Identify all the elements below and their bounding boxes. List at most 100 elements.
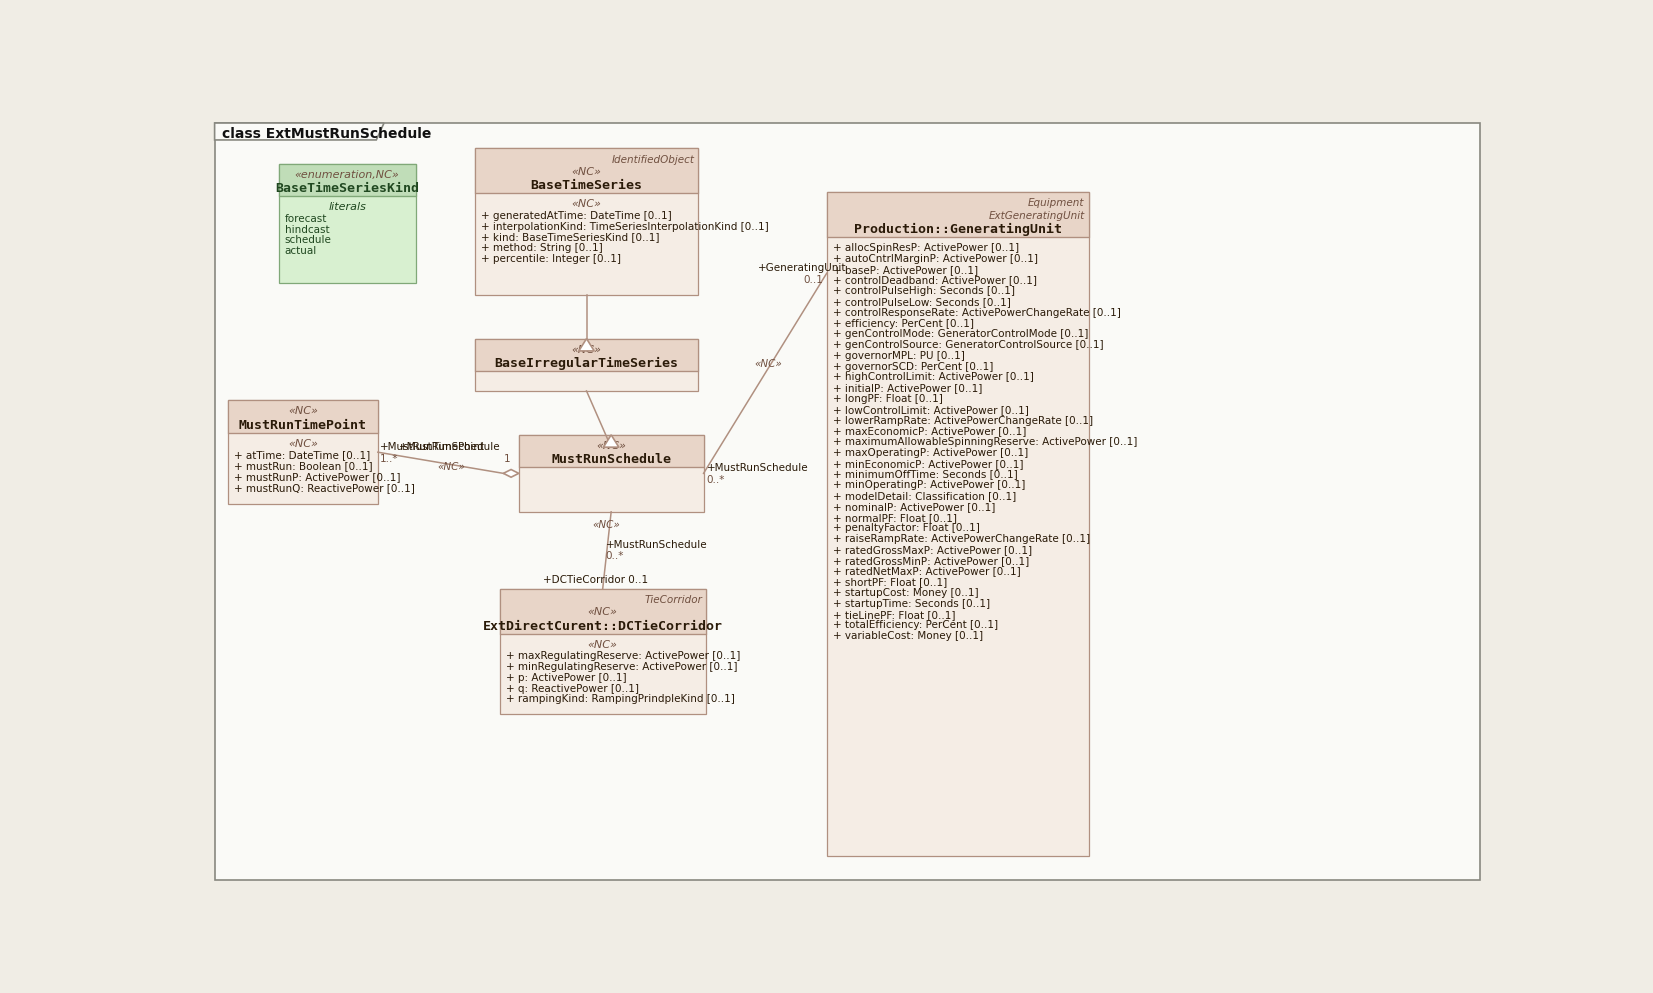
Text: BaseTimeSeries: BaseTimeSeries <box>531 179 643 193</box>
Text: +MustRunSchedule: +MustRunSchedule <box>706 464 808 474</box>
Text: +MustRunSchedule: +MustRunSchedule <box>400 442 501 452</box>
FancyBboxPatch shape <box>228 400 379 504</box>
Text: + ratedNetMaxP: ActivePower [0..1]: + ratedNetMaxP: ActivePower [0..1] <box>833 567 1020 577</box>
Text: + shortPF: Float [0..1]: + shortPF: Float [0..1] <box>833 577 947 587</box>
Polygon shape <box>504 470 519 478</box>
Text: literals: literals <box>327 203 365 213</box>
Text: + tieLinePF: Float [0..1]: + tieLinePF: Float [0..1] <box>833 610 955 620</box>
Text: + modelDetail: Classification [0..1]: + modelDetail: Classification [0..1] <box>833 492 1017 501</box>
Text: «NC»: «NC» <box>288 439 317 449</box>
Text: + totalEfficiency: PerCent [0..1]: + totalEfficiency: PerCent [0..1] <box>833 621 998 631</box>
FancyBboxPatch shape <box>215 123 1479 880</box>
Text: «NC»: «NC» <box>593 519 620 529</box>
Text: + governorSCD: PerCent [0..1]: + governorSCD: PerCent [0..1] <box>833 361 993 371</box>
Text: + efficiency: PerCent [0..1]: + efficiency: PerCent [0..1] <box>833 319 974 329</box>
FancyBboxPatch shape <box>474 148 698 295</box>
FancyBboxPatch shape <box>826 193 1089 237</box>
Text: + method: String [0..1]: + method: String [0..1] <box>481 243 603 253</box>
Text: +MustRunSchedule: +MustRunSchedule <box>605 539 707 549</box>
Text: + kind: BaseTimeSeriesKind [0..1]: + kind: BaseTimeSeriesKind [0..1] <box>481 232 660 242</box>
FancyBboxPatch shape <box>474 339 698 391</box>
Text: + startupCost: Money [0..1]: + startupCost: Money [0..1] <box>833 588 979 598</box>
Text: «NC»: «NC» <box>754 359 782 369</box>
Text: + normalPF: Float [0..1]: + normalPF: Float [0..1] <box>833 512 957 522</box>
FancyBboxPatch shape <box>474 339 698 371</box>
Text: + allocSpinResP: ActivePower [0..1]: + allocSpinResP: ActivePower [0..1] <box>833 243 1018 253</box>
Text: ExtDirectCurent::DCTieCorridor: ExtDirectCurent::DCTieCorridor <box>483 620 722 633</box>
Text: + controlDeadband: ActivePower [0..1]: + controlDeadband: ActivePower [0..1] <box>833 275 1036 285</box>
Text: MustRunTimePoint: MustRunTimePoint <box>238 419 367 432</box>
Text: ExtGeneratingUnit: ExtGeneratingUnit <box>988 211 1084 220</box>
Text: + mustRun: Boolean [0..1]: + mustRun: Boolean [0..1] <box>233 461 372 471</box>
Text: «NC»: «NC» <box>588 608 618 618</box>
Text: 0..*: 0..* <box>706 475 726 485</box>
Text: class ExtMustRunSchedule: class ExtMustRunSchedule <box>222 127 431 141</box>
Text: + percentile: Integer [0..1]: + percentile: Integer [0..1] <box>481 254 622 264</box>
Text: 0..1: 0..1 <box>803 275 823 285</box>
Polygon shape <box>603 435 618 447</box>
Text: + maximumAllowableSpinningReserve: ActivePower [0..1]: + maximumAllowableSpinningReserve: Activ… <box>833 437 1137 447</box>
Text: «NC»: «NC» <box>572 167 602 177</box>
Text: + minimumOffTime: Seconds [0..1]: + minimumOffTime: Seconds [0..1] <box>833 470 1018 480</box>
Text: 0..*: 0..* <box>605 551 625 561</box>
Text: + maxEconomicP: ActivePower [0..1]: + maxEconomicP: ActivePower [0..1] <box>833 426 1027 436</box>
Text: + ratedGrossMinP: ActivePower [0..1]: + ratedGrossMinP: ActivePower [0..1] <box>833 556 1030 566</box>
Text: + controlPulseLow: Seconds [0..1]: + controlPulseLow: Seconds [0..1] <box>833 297 1010 307</box>
Polygon shape <box>579 339 593 351</box>
Text: forecast: forecast <box>284 213 327 223</box>
Text: + penaltyFactor: Float [0..1]: + penaltyFactor: Float [0..1] <box>833 523 980 533</box>
Text: + lowerRampRate: ActivePowerChangeRate [0..1]: + lowerRampRate: ActivePowerChangeRate [… <box>833 416 1093 426</box>
Text: BaseIrregularTimeSeries: BaseIrregularTimeSeries <box>494 357 678 370</box>
Text: + initialP: ActivePower [0..1]: + initialP: ActivePower [0..1] <box>833 383 982 393</box>
Text: +GeneratingUnit: +GeneratingUnit <box>757 263 846 273</box>
Text: MustRunSchedule: MustRunSchedule <box>550 454 671 467</box>
Text: «enumeration,NC»: «enumeration,NC» <box>294 170 400 180</box>
Text: TieCorridor: TieCorridor <box>645 595 703 605</box>
Text: «NC»: «NC» <box>438 462 464 473</box>
Text: + genControlMode: GeneratorControlMode [0..1]: + genControlMode: GeneratorControlMode [… <box>833 330 1088 340</box>
Polygon shape <box>215 123 383 140</box>
Text: + generatedAtTime: DateTime [0..1]: + generatedAtTime: DateTime [0..1] <box>481 211 671 220</box>
Text: +MustRunTimePoint: +MustRunTimePoint <box>380 442 486 452</box>
Text: + raiseRampRate: ActivePowerChangeRate [0..1]: + raiseRampRate: ActivePowerChangeRate [… <box>833 534 1089 544</box>
Text: IdentifiedObject: IdentifiedObject <box>612 155 694 165</box>
Text: + startupTime: Seconds [0..1]: + startupTime: Seconds [0..1] <box>833 599 990 609</box>
FancyBboxPatch shape <box>826 193 1089 856</box>
FancyBboxPatch shape <box>519 435 704 511</box>
Text: + atTime: DateTime [0..1]: + atTime: DateTime [0..1] <box>233 450 370 461</box>
Text: BaseTimeSeriesKind: BaseTimeSeriesKind <box>274 183 420 196</box>
Text: + highControlLimit: ActivePower [0..1]: + highControlLimit: ActivePower [0..1] <box>833 372 1033 382</box>
Text: +DCTieCorridor 0..1: +DCTieCorridor 0..1 <box>542 575 648 585</box>
Text: + ratedGrossMaxP: ActivePower [0..1]: + ratedGrossMaxP: ActivePower [0..1] <box>833 545 1031 555</box>
Text: + autoCntrlMarginP: ActivePower [0..1]: + autoCntrlMarginP: ActivePower [0..1] <box>833 254 1038 264</box>
Text: + variableCost: Money [0..1]: + variableCost: Money [0..1] <box>833 632 984 641</box>
Text: Equipment: Equipment <box>1028 199 1084 209</box>
Text: «NC»: «NC» <box>588 639 618 649</box>
Text: + rampingKind: RampingPrindpleKind [0..1]: + rampingKind: RampingPrindpleKind [0..1… <box>506 694 734 704</box>
Text: + controlPulseHigh: Seconds [0..1]: + controlPulseHigh: Seconds [0..1] <box>833 286 1015 296</box>
Text: «NC»: «NC» <box>597 441 626 451</box>
Text: + minEconomicP: ActivePower [0..1]: + minEconomicP: ActivePower [0..1] <box>833 459 1023 469</box>
Text: + lowControlLimit: ActivePower [0..1]: + lowControlLimit: ActivePower [0..1] <box>833 405 1028 415</box>
Text: + controlResponseRate: ActivePowerChangeRate [0..1]: + controlResponseRate: ActivePowerChange… <box>833 308 1121 318</box>
FancyBboxPatch shape <box>499 589 706 714</box>
Text: + genControlSource: GeneratorControlSource [0..1]: + genControlSource: GeneratorControlSour… <box>833 341 1104 351</box>
Text: + minRegulatingReserve: ActivePower [0..1]: + minRegulatingReserve: ActivePower [0..… <box>506 662 737 672</box>
Text: Production::GeneratingUnit: Production::GeneratingUnit <box>853 223 1061 236</box>
Text: + governorMPL: PU [0..1]: + governorMPL: PU [0..1] <box>833 351 965 360</box>
Text: schedule: schedule <box>284 235 332 245</box>
Text: + minOperatingP: ActivePower [0..1]: + minOperatingP: ActivePower [0..1] <box>833 481 1025 491</box>
Text: + mustRunP: ActivePower [0..1]: + mustRunP: ActivePower [0..1] <box>233 472 400 482</box>
Text: + longPF: Float [0..1]: + longPF: Float [0..1] <box>833 394 942 404</box>
Text: «NC»: «NC» <box>572 345 602 355</box>
Text: + q: ReactivePower [0..1]: + q: ReactivePower [0..1] <box>506 683 638 693</box>
Text: 1: 1 <box>504 454 511 464</box>
FancyBboxPatch shape <box>228 400 379 433</box>
Text: + p: ActivePower [0..1]: + p: ActivePower [0..1] <box>506 673 626 683</box>
Text: + nominalP: ActivePower [0..1]: + nominalP: ActivePower [0..1] <box>833 501 995 511</box>
Text: 1..*: 1..* <box>380 454 398 464</box>
Text: + interpolationKind: TimeSeriesInterpolationKind [0..1]: + interpolationKind: TimeSeriesInterpola… <box>481 221 769 231</box>
FancyBboxPatch shape <box>278 164 415 197</box>
Text: + maxOperatingP: ActivePower [0..1]: + maxOperatingP: ActivePower [0..1] <box>833 448 1028 458</box>
Text: «NC»: «NC» <box>288 406 317 416</box>
